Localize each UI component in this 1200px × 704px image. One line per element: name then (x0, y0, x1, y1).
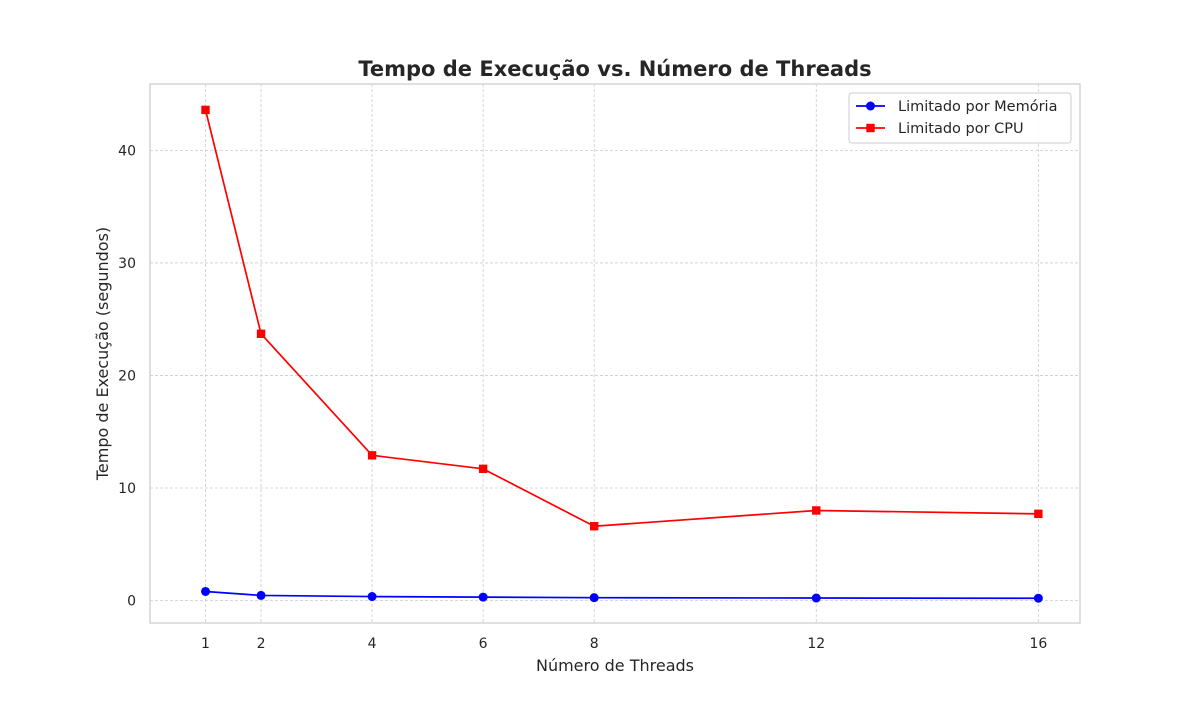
data-point (367, 592, 377, 602)
legend-marker (866, 101, 875, 111)
legend-marker (866, 123, 875, 133)
data-point (812, 506, 821, 515)
legend-box (848, 92, 1072, 144)
y-tick-label: 40 (118, 143, 136, 159)
data-point (811, 593, 821, 603)
x-tick-label: 4 (368, 636, 377, 652)
series-layer (201, 105, 1043, 603)
grid (150, 84, 1080, 623)
x-tick-labels: 1 2 4 6 8 12 16 (201, 636, 1047, 652)
plot-border (149, 83, 1081, 624)
data-point (1034, 509, 1043, 519)
data-point (256, 329, 266, 339)
legend-item: Limitado por CPU (856, 121, 1024, 137)
x-tick-label: 2 (257, 636, 266, 652)
x-axis-label: Número de Threads (536, 656, 694, 675)
data-point (1033, 593, 1043, 603)
legend-label: Limitado por Memória (898, 99, 1057, 115)
y-tick-label: 20 (118, 368, 136, 384)
x-tick-label: 1 (201, 636, 210, 652)
data-point (589, 593, 599, 603)
x-tick-label: 8 (590, 636, 599, 652)
legend: Limitado por Memória Limitado por CPU (848, 92, 1072, 144)
plot-area (150, 84, 1080, 623)
data-point (201, 105, 210, 115)
x-tick-label: 6 (479, 636, 488, 652)
data-point (478, 464, 488, 474)
legend-label: Limitado por CPU (898, 121, 1024, 137)
y-tick-label: 10 (118, 481, 136, 497)
y-tick-label: 0 (127, 593, 136, 609)
y-tick-label: 30 (118, 256, 136, 272)
chart-title: Tempo de Execução vs. Número de Threads (358, 57, 871, 81)
x-tick-label: 16 (1029, 636, 1047, 652)
data-point (478, 592, 488, 602)
legend-item: Limitado por Memória (856, 99, 1057, 115)
y-tick-labels: 0 10 20 30 40 (118, 143, 136, 609)
data-point (589, 522, 599, 531)
series-2 (201, 105, 1043, 531)
data-point (201, 586, 211, 596)
y-axis-label: Tempo de Execução (segundos) (93, 227, 112, 481)
data-point (256, 590, 266, 600)
x-tick-label: 12 (807, 636, 825, 652)
data-point (367, 451, 377, 460)
series-1 (201, 586, 1043, 603)
